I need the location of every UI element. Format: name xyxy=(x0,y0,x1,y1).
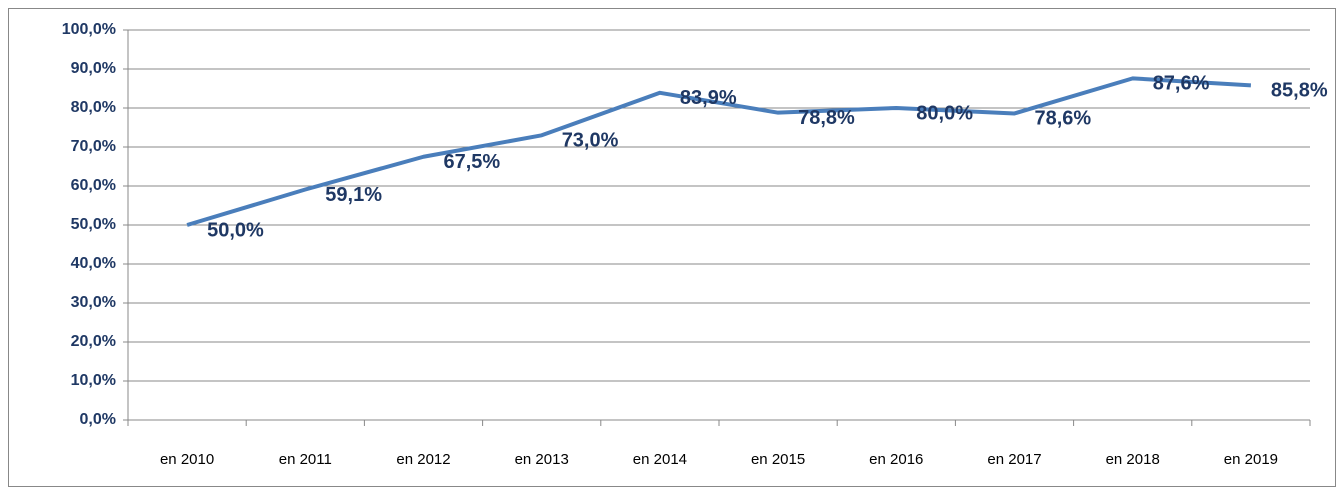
x-tick-label: en 2015 xyxy=(751,451,805,468)
data-label: 85,8% xyxy=(1271,80,1328,102)
y-tick-label: 80,0% xyxy=(71,99,116,116)
data-label: 59,1% xyxy=(325,184,382,206)
data-label: 67,5% xyxy=(444,151,501,173)
y-tick-label: 50,0% xyxy=(71,216,116,233)
data-label: 78,8% xyxy=(798,107,855,129)
data-label: 73,0% xyxy=(562,130,619,152)
y-tick-label: 60,0% xyxy=(71,177,116,194)
chart-frame xyxy=(8,8,1336,487)
data-label: 50,0% xyxy=(207,219,264,241)
y-tick-label: 100,0% xyxy=(62,21,116,38)
x-tick-label: en 2016 xyxy=(869,451,923,468)
y-tick-label: 90,0% xyxy=(71,60,116,77)
data-line xyxy=(186,76,1252,227)
x-tick-label: en 2018 xyxy=(1106,451,1160,468)
data-label: 83,9% xyxy=(680,87,737,109)
x-tick-label: en 2013 xyxy=(515,451,569,468)
y-tick-label: 30,0% xyxy=(71,294,116,311)
x-tick-label: en 2011 xyxy=(279,451,332,468)
y-tick-label: 70,0% xyxy=(71,138,116,155)
x-tick-label: en 2010 xyxy=(160,451,214,468)
y-tick-label: 20,0% xyxy=(71,333,116,350)
y-tick-label: 0,0% xyxy=(80,411,116,428)
x-tick-label: en 2014 xyxy=(633,451,687,468)
x-tick-label: en 2012 xyxy=(396,451,450,468)
y-tick-label: 10,0% xyxy=(71,372,116,389)
data-label: 78,6% xyxy=(1035,108,1092,130)
data-label: 80,0% xyxy=(916,102,973,124)
y-tick-label: 40,0% xyxy=(71,255,116,272)
x-tick-label: en 2017 xyxy=(987,451,1041,468)
x-tick-label: en 2019 xyxy=(1224,451,1278,468)
data-label: 87,6% xyxy=(1153,73,1210,95)
